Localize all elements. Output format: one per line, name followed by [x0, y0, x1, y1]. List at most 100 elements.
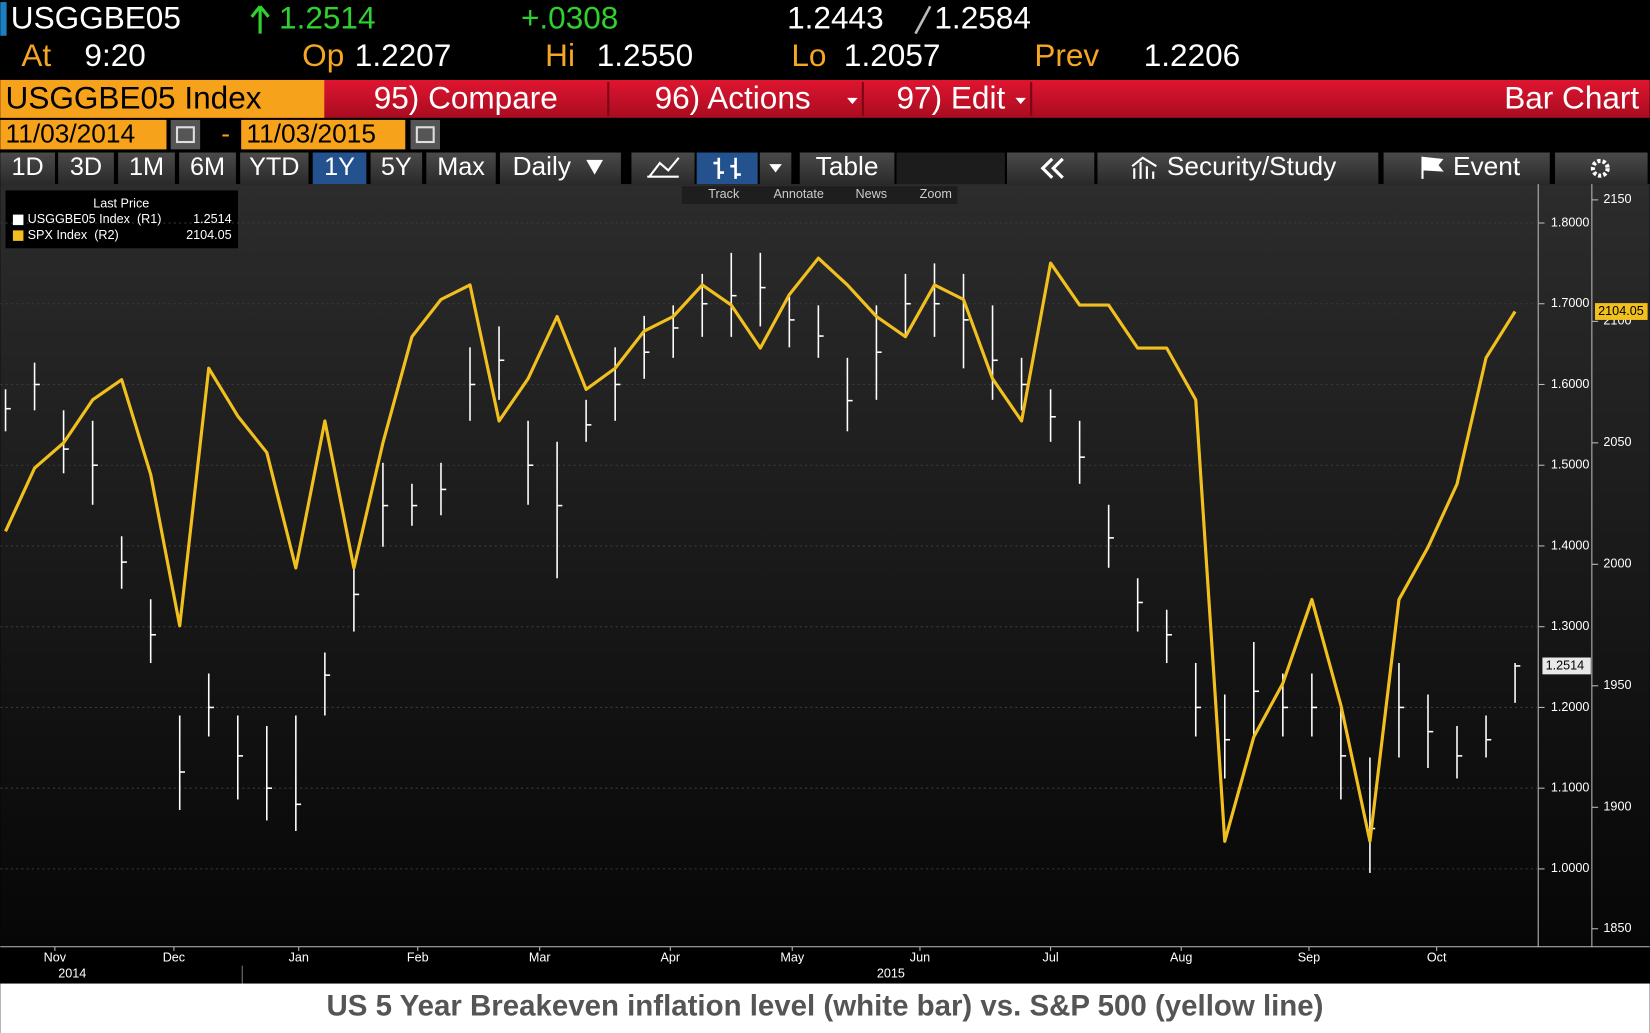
calendar-icon: [175, 126, 195, 144]
r2-tick-label: 2050: [1603, 435, 1631, 449]
table-button[interactable]: [799, 152, 895, 185]
study-icon: [1131, 156, 1157, 179]
collapse-icon: [1040, 157, 1064, 179]
range-label[interactable]: 3D: [70, 153, 102, 181]
annotation-toolbar: [681, 186, 958, 205]
range-button[interactable]: [179, 152, 236, 185]
x-tick-label: Oct: [1427, 951, 1447, 965]
legend-swatch: [12, 214, 24, 226]
dropdown-arrow: [1015, 97, 1026, 105]
actions-menu[interactable]: 96) Actions: [655, 79, 811, 115]
x-tick-label: Jun: [910, 951, 930, 965]
price-line: [4, 256, 1517, 843]
event-label[interactable]: Event: [1453, 151, 1521, 181]
collapse-button[interactable]: [1006, 152, 1095, 185]
range-button[interactable]: [312, 152, 367, 185]
calendar-button[interactable]: [170, 119, 201, 150]
x-tick-label: Apr: [661, 951, 681, 965]
tool-label[interactable]: News: [856, 187, 888, 201]
x-tick-label: Dec: [163, 951, 185, 965]
period-button[interactable]: [499, 152, 621, 185]
r1-tick-label: 1.3000: [1551, 619, 1590, 633]
settings-button[interactable]: [1555, 152, 1648, 185]
edit-menu[interactable]: 97) Edit: [897, 79, 1006, 115]
line-icon: [647, 157, 680, 178]
r1-tick-label: 1.8000: [1551, 215, 1590, 229]
range-label[interactable]: 1Y: [324, 153, 355, 181]
range-button[interactable]: [426, 152, 496, 185]
last-value-tag: [1595, 303, 1648, 320]
legend-box: [5, 190, 239, 249]
range-label[interactable]: 1M: [129, 153, 164, 181]
start-date[interactable]: 11/03/2014: [6, 119, 136, 149]
time-label: At: [21, 37, 51, 73]
flag-icon: [1421, 156, 1444, 179]
x-tick-label: Mar: [529, 951, 551, 965]
bid-ask-slash: [914, 5, 932, 35]
x-tick-label: Sep: [1298, 951, 1320, 965]
range-label[interactable]: 5Y: [381, 153, 412, 181]
bar-chart-button[interactable]: [696, 152, 758, 185]
caption-band: [0, 983, 1650, 1033]
time: 9:20: [84, 37, 145, 73]
dropdown-arrow: [586, 159, 604, 175]
legend-value: 2104.05: [186, 228, 232, 242]
r2-tick-label: 1950: [1603, 678, 1631, 692]
ask: 1.2584: [934, 0, 1030, 35]
table-label[interactable]: Table: [816, 151, 879, 181]
legend-value: 1.2514: [193, 212, 232, 226]
end-date[interactable]: 11/03/2015: [246, 119, 376, 149]
x-tick-label: Aug: [1170, 951, 1192, 965]
security-study-label[interactable]: Security/Study: [1167, 151, 1337, 181]
caption: US 5 Year Breakeven inflation level (whi…: [327, 990, 1324, 1023]
line-chart-button[interactable]: [631, 152, 695, 185]
r1-tick-label: 1.5000: [1551, 458, 1590, 472]
tool-label[interactable]: Zoom: [920, 187, 952, 201]
range-button[interactable]: [0, 152, 55, 185]
range-label[interactable]: YTD: [249, 153, 299, 181]
security-field[interactable]: [0, 79, 325, 118]
x-tick-label: Jan: [289, 951, 309, 965]
range-button[interactable]: [58, 152, 114, 185]
period[interactable]: Daily: [513, 151, 572, 181]
calendar-button[interactable]: [410, 119, 440, 150]
x-tick-label: Jul: [1043, 951, 1059, 965]
open: 1.2207: [355, 37, 452, 73]
x-tick-label: Nov: [44, 951, 67, 965]
last-value-label: 2104.05: [1598, 304, 1644, 318]
range-button[interactable]: [240, 152, 309, 185]
compare-menu[interactable]: 95) Compare: [374, 79, 558, 115]
low-label: Lo: [791, 37, 826, 73]
x-tick-label: May: [780, 951, 805, 965]
last-value-label: 1.2514: [1546, 658, 1585, 672]
r2-tick-label: 2150: [1603, 192, 1631, 206]
r2-tick-label: 2000: [1603, 557, 1631, 571]
bar-icon: [713, 157, 741, 179]
range-button[interactable]: [118, 152, 175, 185]
bid: 1.2443: [787, 0, 884, 35]
security[interactable]: USGGBE05 Index: [6, 79, 262, 115]
range-label[interactable]: 6M: [190, 153, 225, 181]
toolbar-gap: [896, 152, 1005, 185]
start-date-field[interactable]: [0, 119, 167, 150]
range-button[interactable]: [370, 152, 423, 185]
last-price: 1.2514: [279, 0, 375, 35]
prev-label: Prev: [1034, 37, 1099, 73]
dropdown-arrow: [769, 164, 782, 173]
last-value-tag: [1542, 657, 1591, 675]
event-button[interactable]: [1383, 152, 1550, 185]
r1-tick-label: 1.4000: [1551, 538, 1590, 552]
ticker-marker: [0, 2, 7, 36]
end-date-field[interactable]: [241, 119, 406, 150]
net-change: +.0308: [521, 0, 618, 35]
view-name: Bar Chart: [1504, 79, 1639, 115]
tool-label[interactable]: Annotate: [773, 187, 823, 201]
range-label[interactable]: 1D: [12, 153, 44, 181]
date-separator: -: [221, 119, 230, 149]
legend-label: USGGBE05 Index (R1): [28, 212, 162, 226]
range-label[interactable]: Max: [437, 153, 485, 181]
legend-swatch: [12, 230, 24, 241]
tool-label[interactable]: Track: [708, 187, 740, 201]
